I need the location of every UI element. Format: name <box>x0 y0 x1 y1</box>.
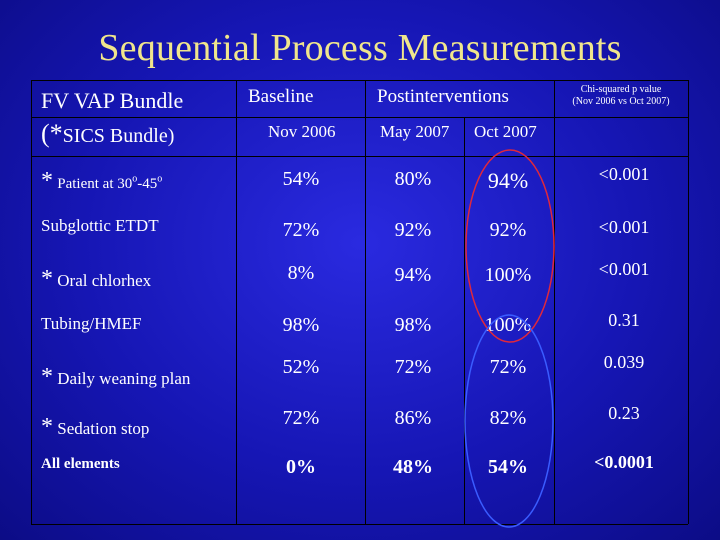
row-label: All elements <box>41 456 120 472</box>
subtitle-prefix: (* <box>41 119 63 148</box>
cell-nov: 72% <box>282 219 320 241</box>
cell-may: 92% <box>394 219 432 241</box>
cell-nov: 98% <box>282 314 320 336</box>
row-label: * Oral chlorhex <box>41 266 152 292</box>
cell-oct: 94% <box>487 168 529 193</box>
cell-pvalue: 0.039 <box>603 352 645 372</box>
cell-pvalue: 0.23 <box>608 403 640 423</box>
star-marker: * <box>41 414 53 440</box>
slide-title: Sequential Process Measurements <box>98 27 622 69</box>
cell-pvalue: <0.0001 <box>594 452 654 472</box>
cell-may: 94% <box>394 264 432 286</box>
cell-oct: 100% <box>484 264 532 286</box>
header-nov-2006: Nov 2006 <box>268 122 336 141</box>
cell-oct: 100% <box>484 314 532 336</box>
header-may-2007: May 2007 <box>380 122 450 141</box>
bundle-title: FV VAP Bundle <box>41 88 184 113</box>
cell-may: 80% <box>394 168 432 190</box>
cell-oct: 54% <box>488 456 528 478</box>
cell-nov: 52% <box>282 356 320 378</box>
cell-may: 72% <box>394 356 432 378</box>
cell-pvalue: 0.31 <box>608 310 640 330</box>
cell-pvalue: <0.001 <box>598 164 650 184</box>
cell-pvalue: <0.001 <box>598 217 650 237</box>
cell-may: 86% <box>394 407 432 429</box>
cell-pvalue: <0.001 <box>598 259 650 279</box>
cell-may: 48% <box>393 456 433 478</box>
star-marker: * <box>41 364 53 390</box>
cell-nov: 0% <box>286 456 316 478</box>
cell-may: 98% <box>394 314 432 336</box>
header-postinterventions: Postinterventions <box>377 86 509 107</box>
row-label: * Sedation stop <box>41 414 150 440</box>
row-label: * Patient at 30o-45o <box>41 168 163 194</box>
cell-nov: 8% <box>287 262 315 284</box>
header-oct-2007: Oct 2007 <box>474 122 537 141</box>
cell-nov: 72% <box>282 407 320 429</box>
star-marker: * <box>41 168 53 194</box>
cell-nov: 54% <box>282 168 320 190</box>
row-label: Tubing/HMEF <box>41 314 142 333</box>
header-pvalue: Chi-squared p value (Nov 2006 vs Oct 200… <box>554 84 688 108</box>
star-marker: * <box>41 266 53 292</box>
row-label: * Daily weaning plan <box>41 364 191 390</box>
cell-oct: 92% <box>489 219 527 241</box>
pvalue-line1: Chi-squared p value <box>580 84 662 95</box>
subtitle-text: SICS Bundle) <box>62 125 175 147</box>
bundle-subtitle: (*SICS Bundle) <box>41 119 174 149</box>
row-label: Subglottic ETDT <box>41 216 159 235</box>
cell-oct: 72% <box>489 356 527 378</box>
pvalue-line2: (Nov 2006 vs Oct 2007) <box>572 96 670 107</box>
header-baseline: Baseline <box>248 86 314 107</box>
cell-oct: 82% <box>489 407 527 429</box>
